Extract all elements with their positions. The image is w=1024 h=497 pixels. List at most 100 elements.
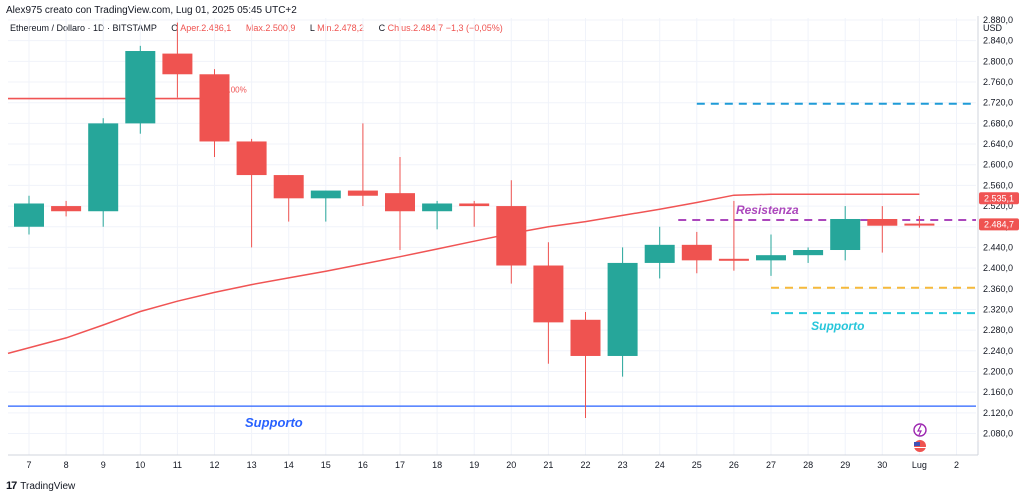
x-tick-label: 2 [954,460,959,470]
x-axis-ticks: 7 8 9 10 11 12 13 14 15 16 17 18 19 20 21 22 23 24 25 26 27 2… [26,460,959,470]
tradingview-brand: TradingView [20,480,76,492]
y-tick-label: 2.240,0 [983,346,1013,356]
x-tick-label: 30 [877,460,887,470]
open-label: O [171,23,179,33]
candle-down [496,180,527,284]
candle-body [236,141,267,176]
x-tick-label: 19 [469,460,479,470]
candle-up [830,206,861,261]
candle-body [347,190,378,196]
tradingview-logo-icon: 17 [6,480,17,492]
candle-down [533,242,564,364]
candle-body [51,206,82,212]
candle-down [459,200,490,227]
x-tick-label: 12 [209,460,219,470]
candle-body [793,250,824,256]
candle-body [570,319,601,356]
flash-icon [913,423,927,437]
candle-up [793,247,824,263]
candle-up [125,45,156,134]
x-tick-label: 15 [321,460,331,470]
x-tick-label: 18 [432,460,442,470]
change-value: −1,3 (−0,05%) [445,23,503,33]
candle-body [273,175,304,199]
y-tick-label: 2.800,0 [983,56,1013,66]
candle-body [422,203,453,212]
candle-up [310,190,341,222]
x-tick-label: 29 [840,460,850,470]
candle-up [14,195,44,235]
author-line: Alex975 creato con TradingView.com, Lug … [6,5,297,16]
symbol-name: Ethereum / Dollaro · 1D · BITSTAMP [10,23,157,33]
candles [14,22,935,418]
candle-down [199,69,230,157]
price-tag-text: 2.484,7 [984,219,1014,229]
x-tick-label: Lug [912,460,927,470]
x-tick-label: 10 [135,460,145,470]
candle-down [385,156,415,251]
x-tick-label: 28 [803,460,813,470]
ma-percent-label: .00% [229,86,247,95]
x-tick-label: 26 [729,460,739,470]
candle-body [162,53,193,75]
candle-body [607,262,638,356]
x-tick-label: 21 [543,460,553,470]
y-tick-label: 2.280,0 [983,325,1013,335]
symbol-legend: Ethereum / Dollaro · 1D · BITSTAMP O Ape… [10,23,503,33]
y-tick-label: 2.640,0 [983,139,1013,149]
y-tick-label: 2.440,0 [983,242,1013,252]
price-tag-text: 2.535,1 [984,193,1014,203]
candle-up [756,234,786,276]
candle-body [459,203,490,207]
x-tick-label: 22 [580,460,590,470]
x-tick-label: 11 [173,460,182,470]
us-flag-icon-canton [914,442,920,446]
candle-body [756,255,786,261]
y-tick-label: 2.360,0 [983,284,1013,294]
price-tag-box [979,218,1019,231]
y-tick-label: 2.200,0 [983,366,1013,376]
candle-body [310,190,341,199]
low-label: L [309,23,315,33]
high-value: Max.2.500,9 [245,23,296,33]
candle-down [51,200,82,217]
price-tag: 2.484,7 [979,218,1019,231]
candle-down [867,206,898,253]
x-tick-label: 27 [766,460,776,470]
y-tick-label: 2.080,0 [983,428,1013,438]
candle-body [496,206,527,266]
candle-body [867,218,898,226]
x-tick-label: 7 [26,460,31,470]
candle-body [904,223,935,226]
candle-down [273,175,304,222]
y-tick-label: 2.120,0 [983,408,1013,418]
candle-down [162,22,193,98]
tradingview-footer: 17 TradingView [6,480,75,492]
x-tick-label: 24 [655,460,665,470]
candle-up [422,200,453,230]
candle-body [681,244,712,261]
close-label: C [378,23,386,33]
y-tick-label: 2.480,0 [983,222,1013,232]
y-tick-label: 2.160,0 [983,387,1013,397]
x-tick-label: 25 [692,460,702,470]
candle-body [88,123,119,212]
candle-down [681,231,712,274]
currency-label: USD [982,23,1002,33]
x-tick-label: 14 [284,460,294,470]
price-tag: 2.535,1 [979,192,1019,205]
candle-down [236,138,267,248]
candle-body [533,265,564,323]
x-tick-label: 23 [618,460,628,470]
grid-lines [8,18,976,455]
x-tick-label: 20 [506,460,516,470]
x-tick-label: 8 [64,460,69,470]
x-tick-label: 13 [247,460,257,470]
candle-down [347,123,378,207]
candle-body [199,74,230,142]
moving-average-line [7,193,920,355]
candle-body [830,218,861,251]
flash-icon-bolt [917,424,922,436]
